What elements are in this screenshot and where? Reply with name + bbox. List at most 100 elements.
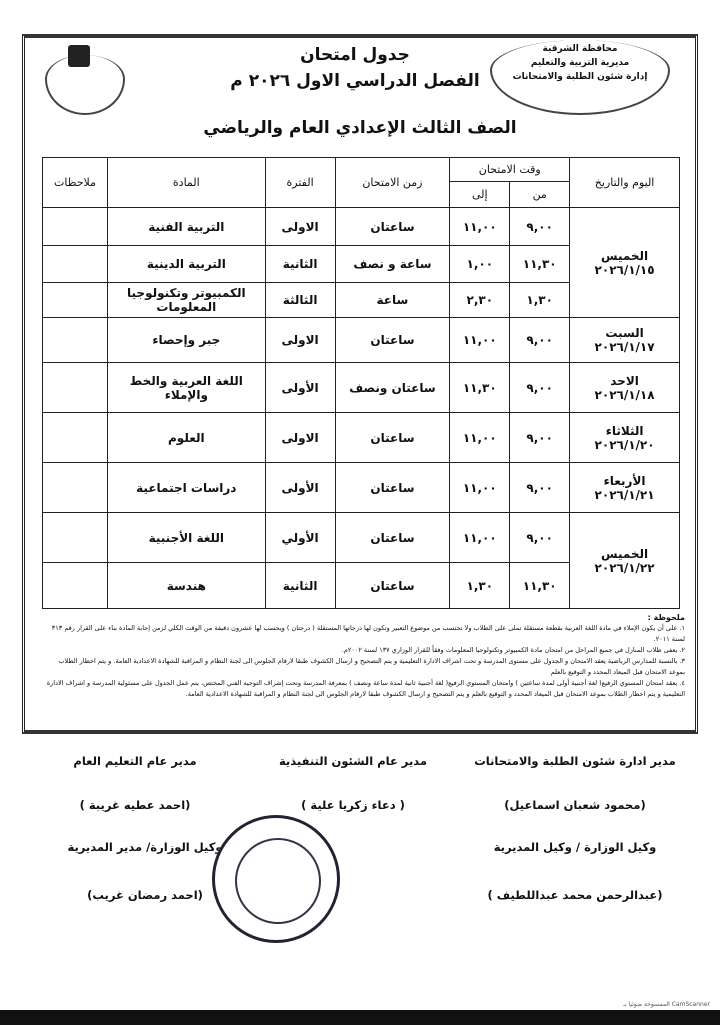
period-cell: الثالثة (264, 282, 336, 318)
day-name: الاحد (610, 373, 639, 388)
from-cell: ٩,٠٠ (509, 207, 571, 246)
duration-cell: ساعة و نصف (334, 245, 451, 283)
period-cell: الاولى (264, 317, 336, 363)
from-cell: ٩,٠٠ (509, 412, 571, 463)
notes-cell (42, 362, 108, 413)
day-name: الأربعاء (603, 473, 646, 488)
signature-scribble (248, 770, 458, 796)
exam-date: ٢٠٢٦/١/٢٢ (594, 560, 655, 575)
from-cell: ٩,٠٠ (509, 317, 571, 363)
notes-cell (42, 562, 108, 609)
subject-cell: اللغة الأجنبية (106, 512, 266, 563)
document-border (22, 34, 698, 734)
header-duration: زمن الامتحان (334, 157, 451, 208)
from-cell: ٩,٠٠ (509, 462, 571, 513)
period-cell: الاولى (264, 412, 336, 463)
table-row: الخميس ٢٠٢٦/١/١٥ ٩,٠٠ ١١,٠٠ ساعتان الاولى التر… (42, 207, 680, 318)
table-row: ١,٣٠ ٢,٣٠ ساعة الثالثة الكمبيوتر وتكنولوجيا … (42, 282, 680, 318)
notes-cell (42, 512, 108, 563)
day-date-cell: السبت ٢٠٢٦/١/١٧ (569, 317, 680, 363)
exam-date: ٢٠٢٦/١/٢٠ (594, 437, 655, 452)
ministry-header: محافظة الشرقية مديرية التربية والتعليم إ… (490, 42, 670, 84)
subject-cell: دراسات اجتماعية (106, 462, 266, 513)
signature-block: مدير ادارة شئون الطلبة والامتحانات (محمود… (470, 752, 680, 814)
note-item: ١. على أن يكون الإملاء في مادة اللغة الع… (51, 624, 685, 643)
table-row: ١١,٣٠ ١,٣٠ ساعتان الثانية هندسة (42, 562, 680, 609)
from-cell: ٩,٠٠ (509, 362, 571, 413)
header-from: من (509, 181, 571, 208)
day-date-cell: الثلاثاء ٢٠٢٦/١/٢٠ (569, 412, 680, 463)
exam-date: ٢٠٢٦/١/١٥ (594, 262, 655, 277)
period-cell: الاولى (264, 207, 336, 246)
subject-cell: جبر وإحصاء (106, 317, 266, 363)
notes-cell (42, 317, 108, 363)
notes-cell (42, 245, 108, 283)
title-text: جدول امتحان (300, 45, 410, 65)
table-row: الثلاثاء ٢٠٢٦/١/٢٠ ٩,٠٠ ١١,٠٠ ساعتان الاولى ال… (42, 412, 680, 463)
subject-cell: هندسة (106, 562, 266, 609)
note-item: ٤. يعقد امتحان المستوي الرفيع( لغة أجنبي… (46, 679, 685, 698)
signature-name: (احمد عطيه غريبة ) (79, 798, 191, 812)
directorate: مديرية التربية والتعليم (530, 58, 630, 68)
day-name: الثلاثاء (605, 423, 644, 438)
school-logo-icon (45, 55, 125, 115)
signature-block: وكيل الوزارة / وكيل المديرية (عبدالرحمن م… (470, 838, 680, 904)
day-name: الخميس (600, 248, 649, 263)
period-cell: الثانية (264, 245, 336, 283)
duration-cell: ساعتان (334, 412, 451, 463)
period-cell: الأولى (264, 362, 336, 413)
day-date-cell: الاحد ٢٠٢٦/١/١٨ (569, 362, 680, 413)
signature-title: مدير عام الشئون التنفيذية (278, 754, 428, 768)
duration-cell: ساعتان ونصف (334, 362, 451, 413)
to-cell: ١١,٣٠ (449, 362, 511, 413)
signature-scribble (470, 770, 680, 796)
governorate: محافظة الشرقية (542, 44, 618, 54)
day-date-cell: الخميس ٢٠٢٦/١/١٥ (569, 207, 680, 318)
duration-cell: ساعة (334, 282, 451, 318)
period-cell: الثانية (264, 562, 336, 609)
signature-title: وكيل الوزارة / وكيل المديرية (493, 840, 657, 854)
official-stamp-icon (212, 815, 340, 943)
exam-date: ٢٠٢٦/١/١٧ (594, 340, 655, 354)
header-subject: المادة (106, 157, 266, 208)
to-cell: ١١,٠٠ (449, 207, 511, 246)
notes-cell (42, 282, 108, 318)
duration-cell: ساعتان (334, 317, 451, 363)
to-cell: ٢,٣٠ (449, 282, 511, 318)
table-row: الخميس ٢٠٢٦/١/٢٢ ٩,٠٠ ١١,٠٠ ساعتان الأولي اللغ… (42, 512, 680, 609)
administration: إدارة شئون الطلبة والامتحانات (512, 72, 648, 82)
duration-cell: ساعتان (334, 462, 451, 513)
grade-title: الصف الثالث الإعدادي العام والرياضي (203, 118, 517, 138)
header-notes: ملاحظات (42, 157, 108, 208)
notes-section: ملحوظة : ١. على أن يكون الإملاء في مادة … (45, 612, 685, 700)
signature-title: وكيل الوزارة/ مدير المديرية (67, 840, 223, 854)
day-name: الخميس (600, 546, 649, 561)
signature-scribble (30, 770, 240, 796)
header-to: إلى (449, 181, 511, 208)
to-cell: ١١,٠٠ (449, 317, 511, 363)
exam-date: ٢٠٢٦/١/٢١ (594, 487, 655, 502)
day-date-cell: الأربعاء ٢٠٢٦/١/٢١ (569, 462, 680, 513)
table-row: الاحد ٢٠٢٦/١/١٨ ٩,٠٠ ١١,٣٠ ساعتان ونصف الأولى… (42, 362, 680, 413)
signature-name: ( دعاء زكريا علية ) (301, 798, 405, 812)
term-text: الفصل الدراسي الاول ٢٠٢٦ م (230, 71, 480, 91)
bottom-bar (0, 1010, 720, 1025)
period-cell: الأولي (264, 512, 336, 563)
header-time: وقت الامتحان (449, 157, 571, 182)
subject-cell: العلوم (106, 412, 266, 463)
notes-cell (42, 462, 108, 513)
from-cell: ١١,٣٠ (509, 562, 571, 609)
signature-title: مدير عام التعليم العام (73, 754, 197, 768)
document-title: جدول امتحان الفصل الدراسي الاول ٢٠٢٦ م (190, 42, 520, 94)
signature-scribble (470, 856, 680, 886)
signature-block: مدير عام التعليم العام (احمد عطيه غريبة ) (30, 752, 240, 814)
exam-schedule-table: اليوم والتاريخ وقت الامتحان زمن الامتحان… (42, 157, 680, 609)
header-period: الفترة (264, 157, 336, 208)
signature-block: وكيل الوزارة/ مدير المديرية (احمد رمضان غ… (40, 838, 250, 904)
from-cell: ٩,٠٠ (509, 512, 571, 563)
to-cell: ١١,٠٠ (449, 412, 511, 463)
signature-name: (محمود شعبان اسماعيل) (504, 798, 646, 812)
exam-date: ٢٠٢٦/١/١٨ (594, 387, 655, 402)
to-cell: ١,٣٠ (449, 562, 511, 609)
duration-cell: ساعتان (334, 207, 451, 246)
